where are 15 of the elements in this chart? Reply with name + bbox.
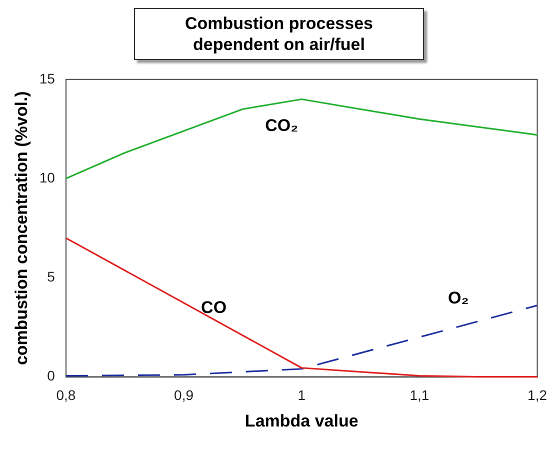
y-tick-label: 15 (39, 70, 56, 86)
x-tick-label: 0,8 (56, 387, 76, 404)
x-axis-title: Lambda value (244, 411, 358, 430)
x-tick-label: 1 (298, 387, 306, 404)
x-tick-label: 1,2 (528, 387, 548, 404)
x-tick-label: 1,1 (410, 387, 430, 404)
x-tick-label: 0,9 (174, 387, 194, 404)
series-label: CO (201, 298, 227, 317)
y-axis-title: combustion concentration (%vol.) (12, 91, 31, 366)
y-tick-label: 0 (47, 368, 56, 384)
series-label: O₂ (448, 288, 469, 308)
y-tick-label: 10 (39, 169, 56, 186)
y-tick-label: 5 (47, 268, 56, 285)
chart-title: Combustion processes dependent on air/fuel (134, 8, 424, 60)
series-label: CO₂ (265, 116, 298, 136)
